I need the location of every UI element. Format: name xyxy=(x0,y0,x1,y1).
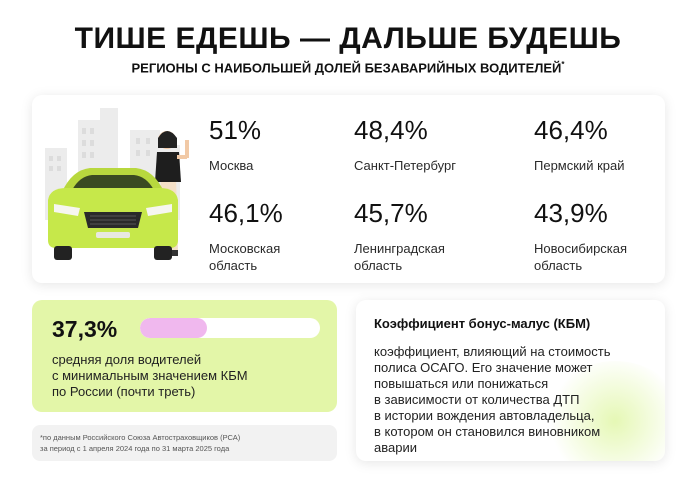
kbm-percent: 37,3% xyxy=(52,316,118,342)
stat-moscow: 51% Москва xyxy=(209,117,261,174)
kbm-progress-fill xyxy=(140,318,208,338)
stat-percent: 45,7% xyxy=(354,198,428,228)
stat-region-name-line1: Московская xyxy=(209,241,281,256)
definition-line: аварии xyxy=(374,440,417,455)
definition-title: Коэффициент бонус-малус (КБМ) xyxy=(374,316,591,331)
definition-card xyxy=(356,300,665,461)
definition-line: в зависимости от количества ДТП xyxy=(374,392,580,407)
stat-region-name-line1: Ленинградская xyxy=(354,241,445,256)
stat-region-name: Санкт-Петербург xyxy=(354,158,456,173)
definition-line: коэффициент, влияющий на стоимость xyxy=(374,344,611,359)
definition-line: полиса ОСАГО. Его значение может xyxy=(374,360,593,375)
definition-line: в истории вождения автовладельца, xyxy=(374,408,595,423)
page-subtitle: РЕГИОНЫ С НАИБОЛЬШЕЙ ДОЛЕЙ БЕЗАВАРИЙНЫХ … xyxy=(0,60,696,75)
footnote-card xyxy=(32,425,337,461)
stat-percent: 46,4% xyxy=(534,115,608,145)
page-title: ТИШЕ ЕДЕШЬ — ДАЛЬШЕ БУДЕШЬ xyxy=(74,22,622,55)
stat-region-name: Новосибирская область xyxy=(534,240,627,274)
stat-region-name: Московская область xyxy=(209,240,283,274)
stat-moscow-oblast: 46,1% Московская область xyxy=(209,200,283,274)
stat-region-name-line1: Новосибирская xyxy=(534,241,628,256)
definition-text: коэффициент, влияющий на стоимость полис… xyxy=(374,344,654,456)
stat-region-name-line2: область xyxy=(354,258,403,273)
footnote: *по данным Российского Союза Автострахов… xyxy=(40,432,335,454)
stat-spb: 48,4% Санкт-Петербург xyxy=(354,117,456,174)
stat-novosibirsk-oblast: 43,9% Новосибирская область xyxy=(534,200,627,274)
stat-percent: 43,9% xyxy=(534,198,608,228)
car-with-woman-illustration xyxy=(45,108,189,260)
footnote-line1: *по данным Российского Союза Автострахов… xyxy=(40,433,241,442)
kbm-progress-bar xyxy=(140,318,320,338)
stat-region-name-line2: область xyxy=(209,258,258,273)
kbm-desc-line1: средняя доля водителей xyxy=(52,352,202,367)
definition-line: повышаться или понижаться xyxy=(374,376,549,391)
definition-line: в котором он становился виновником xyxy=(374,424,601,439)
stat-region-name: Пермский край xyxy=(534,158,625,173)
subtitle-text: РЕГИОНЫ С НАИБОЛЬШЕЙ ДОЛЕЙ БЕЗАВАРИЙНЫХ … xyxy=(131,60,562,76)
stat-region-name-line2: область xyxy=(534,258,583,273)
stat-leningrad-oblast: 45,7% Ленинградская область xyxy=(354,200,445,274)
footnote-mark: * xyxy=(561,60,565,69)
stat-percent: 51% xyxy=(209,115,262,145)
stat-region-name: Ленинградская область xyxy=(354,240,445,274)
footnote-line2: за период с 1 апреля 2024 года по 31 мар… xyxy=(40,444,230,453)
kbm-desc-line3: по России (почти треть) xyxy=(52,384,196,399)
stat-percent: 48,4% xyxy=(354,115,428,145)
stat-region-name: Москва xyxy=(209,158,254,173)
kbm-desc-line2: с минимальным значением КБМ xyxy=(52,368,248,383)
stat-percent: 46,1% xyxy=(209,198,283,228)
car-icon xyxy=(48,168,178,260)
stat-perm: 46,4% Пермский край xyxy=(534,117,624,174)
kbm-description: средняя доля водителей с минимальным зна… xyxy=(52,352,322,400)
